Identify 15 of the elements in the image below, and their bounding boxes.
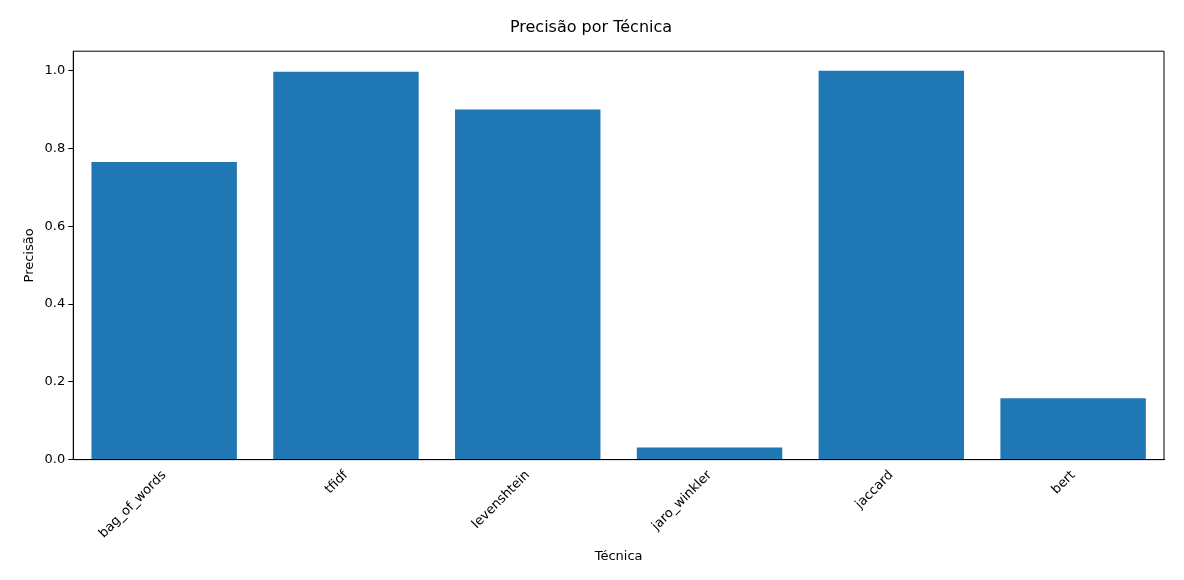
bar [273,71,419,460]
y-tick-label: 0.4 [44,295,66,311]
y-tick-label: 0.8 [44,139,66,155]
bar [455,109,601,460]
y-axis-title: Precisão [21,228,37,283]
y-tick-label: 0.0 [44,451,66,466]
y-tick-label: 1.0 [44,62,66,78]
x-axis-title: Técnica [593,547,643,563]
y-tick-label: 0.2 [44,373,66,389]
bar [818,70,965,460]
bar [91,162,237,460]
bar [1000,398,1146,460]
y-tick-label: 0.6 [44,217,66,233]
bar [636,447,783,460]
chart-title: Precisão por Técnica [509,16,673,36]
